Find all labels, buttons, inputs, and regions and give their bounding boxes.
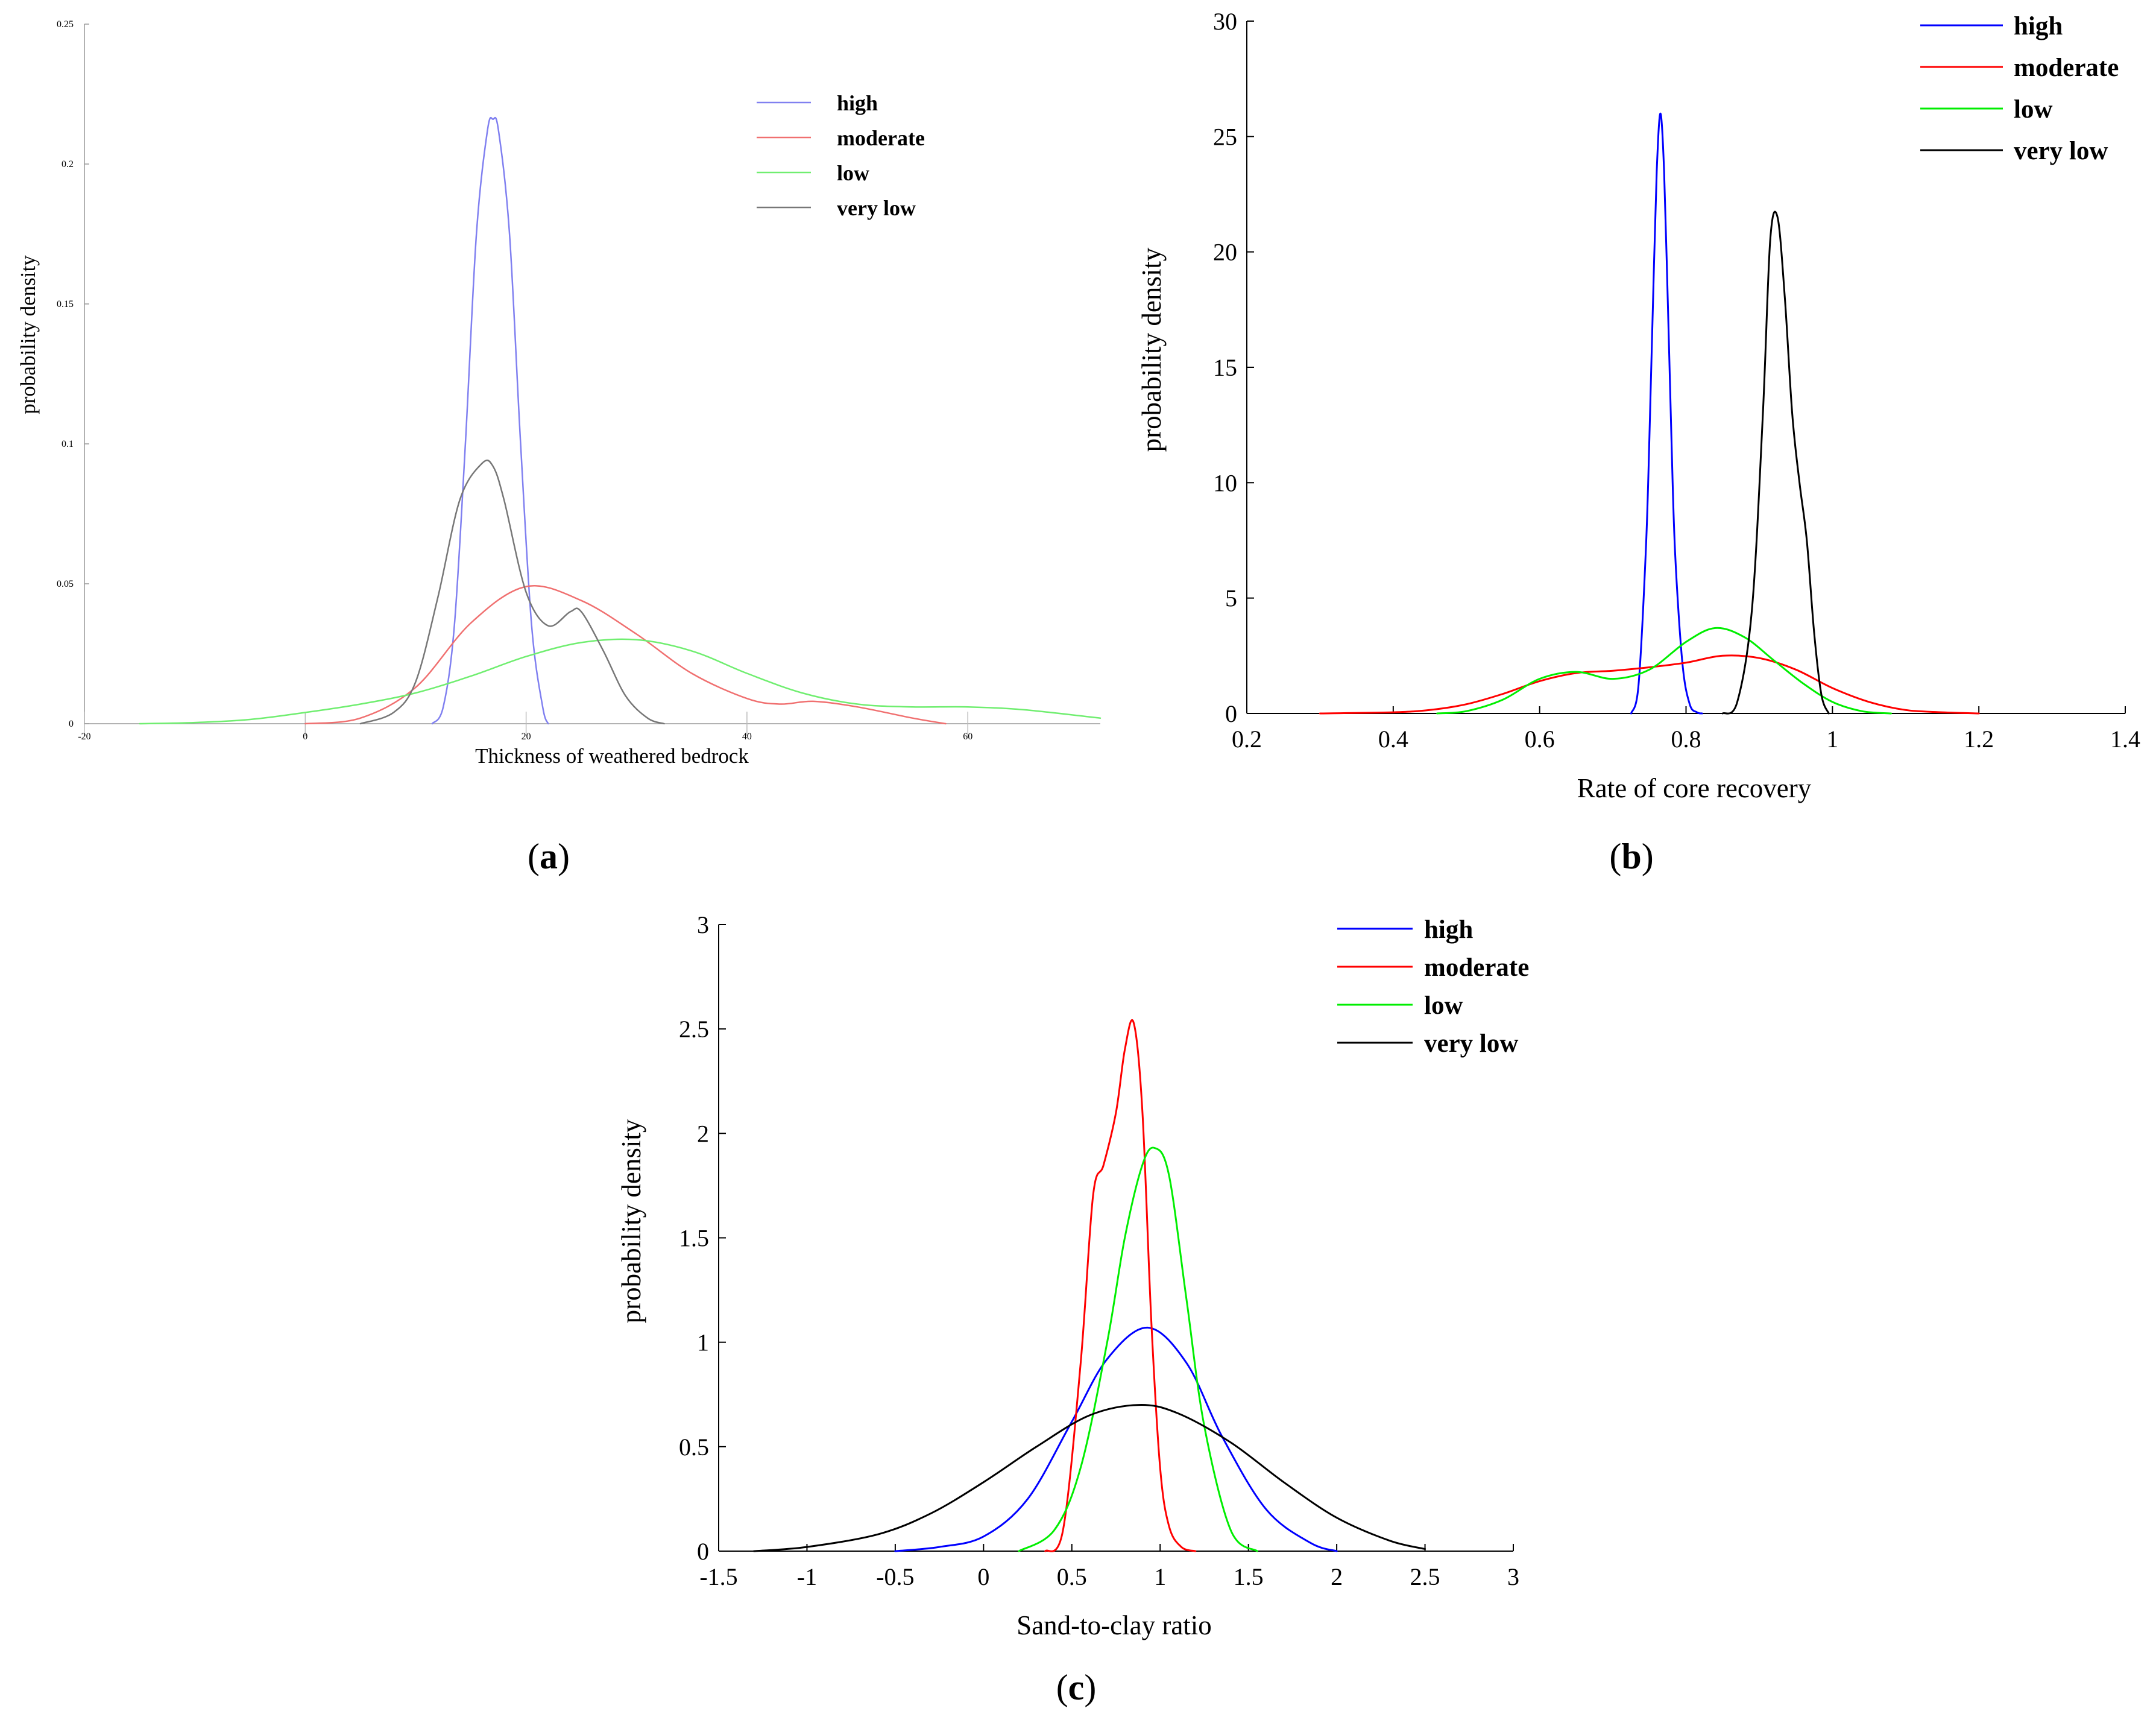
panel-label: (a) bbox=[528, 836, 570, 876]
panel-label-letter: b bbox=[1621, 836, 1641, 876]
x-tick-label: 1 bbox=[1154, 1563, 1166, 1590]
x-tick-label: 1.4 bbox=[2110, 726, 2140, 753]
legend-label: very low bbox=[1424, 1029, 1518, 1058]
x-tick-label: 1.2 bbox=[1964, 726, 1994, 753]
y-tick-label: 5 bbox=[1225, 585, 1237, 612]
y-tick-label: 30 bbox=[1213, 8, 1237, 35]
legend-label: low bbox=[1424, 991, 1463, 1020]
series-line-very-low bbox=[753, 1404, 1426, 1552]
panel-label: (c) bbox=[1056, 1668, 1097, 1707]
x-tick-label: 0 bbox=[977, 1563, 989, 1590]
x-axis-label: Sand-to-clay ratio bbox=[1017, 1610, 1212, 1640]
y-tick-label: 0.5 bbox=[679, 1434, 709, 1461]
y-tick-label: 0 bbox=[697, 1538, 709, 1565]
x-tick-label: 2.5 bbox=[1410, 1563, 1440, 1590]
panel-label-open: ( bbox=[528, 836, 540, 876]
y-tick-label: 15 bbox=[1213, 354, 1237, 381]
y-tick-label: 0.25 bbox=[57, 19, 74, 30]
x-tick-label: 0.5 bbox=[1057, 1563, 1087, 1590]
panel-label-letter: c bbox=[1068, 1668, 1085, 1707]
y-tick-label: 25 bbox=[1213, 123, 1237, 150]
series-line-high bbox=[894, 1326, 1338, 1552]
series-line-high bbox=[431, 116, 549, 725]
y-axis-label: probability density bbox=[1136, 247, 1167, 452]
y-tick-label: 1 bbox=[697, 1329, 709, 1356]
y-tick-label: 0.15 bbox=[57, 299, 74, 309]
y-tick-label: 10 bbox=[1213, 469, 1237, 496]
panel-label-close: ) bbox=[1084, 1668, 1096, 1707]
x-tick-label: 0.6 bbox=[1525, 726, 1555, 753]
legend-label: moderate bbox=[2014, 54, 2119, 82]
x-tick-label: 2 bbox=[1331, 1563, 1343, 1590]
panel-c: -1.5 -1 -0.5 0 0.5 1 1.5 2 2.5 3 0 0.5 1 1.5 2 2.5 3 Sand… bbox=[616, 911, 1529, 1707]
x-tick-label: -20 bbox=[78, 732, 90, 742]
x-tick-label: 1.5 bbox=[1234, 1563, 1264, 1590]
series-line-moderate bbox=[1044, 1019, 1197, 1552]
legend-label: high bbox=[1424, 915, 1473, 944]
panel-label-close: ) bbox=[558, 836, 570, 876]
x-tick-label: 1 bbox=[1826, 726, 1838, 753]
series-line-moderate bbox=[1319, 654, 1980, 715]
x-tick-label: -0.5 bbox=[876, 1563, 914, 1590]
x-tick-label: 0.4 bbox=[1378, 726, 1408, 753]
y-axis-label: probability density bbox=[16, 255, 40, 414]
x-tick-label: 20 bbox=[522, 732, 531, 742]
x-tick-label: -1.5 bbox=[699, 1563, 737, 1590]
y-tick-label: 20 bbox=[1213, 239, 1237, 266]
x-tick-label: 40 bbox=[742, 732, 752, 742]
legend-label: high bbox=[2014, 12, 2063, 40]
legend-label: moderate bbox=[837, 126, 925, 150]
panel-b: 0.2 0.4 0.6 0.8 1 1.2 1.4 0 5 10 15 20 25 30 Rate of c… bbox=[1136, 8, 2140, 876]
panel-label-open: ( bbox=[1056, 1668, 1068, 1707]
legend-label: low bbox=[837, 161, 869, 185]
x-tick-label: 3 bbox=[1507, 1563, 1519, 1590]
y-tick-label: 0.1 bbox=[61, 439, 74, 449]
y-axis-label: probability density bbox=[616, 1119, 646, 1323]
x-axis-label: Thickness of weathered bedrock bbox=[475, 744, 749, 768]
legend-label: low bbox=[2014, 95, 2053, 124]
legend-label: high bbox=[837, 91, 878, 115]
x-tick-label: 0 bbox=[303, 732, 307, 742]
series-line-moderate bbox=[304, 585, 947, 725]
legend-label: moderate bbox=[1424, 953, 1529, 982]
panel-label-letter: a bbox=[540, 836, 558, 876]
x-tick-label: 60 bbox=[963, 732, 972, 742]
y-tick-label: 2.5 bbox=[679, 1016, 709, 1043]
y-tick-label: 1.5 bbox=[679, 1225, 709, 1252]
panel-label-open: ( bbox=[1609, 836, 1621, 876]
y-tick-label: 0.2 bbox=[61, 159, 74, 169]
y-tick-label: 2 bbox=[697, 1120, 709, 1147]
panel-label: (b) bbox=[1609, 836, 1653, 876]
series-line-very-low bbox=[1721, 210, 1830, 715]
y-tick-label: 0 bbox=[69, 719, 74, 729]
y-tick-label: 0 bbox=[1225, 700, 1237, 727]
x-tick-label: -1 bbox=[797, 1563, 817, 1590]
series-line-low bbox=[1018, 1146, 1258, 1552]
legend-label: very low bbox=[837, 196, 916, 220]
x-axis-label: Rate of core recovery bbox=[1577, 773, 1812, 803]
panel-label-close: ) bbox=[1642, 836, 1654, 876]
series-line-very-low bbox=[359, 459, 665, 725]
series-line-low bbox=[139, 638, 1102, 725]
panel-a: -20 0 20 40 60 0 0.05 0.1 0.15 0.2 0.25 Thickness o… bbox=[16, 19, 1102, 876]
x-tick-label: 0.8 bbox=[1671, 726, 1701, 753]
legend-label: very low bbox=[2014, 137, 2108, 165]
series-line-high bbox=[1630, 112, 1703, 715]
y-tick-label: 0.05 bbox=[57, 579, 74, 589]
y-tick-label: 3 bbox=[697, 911, 709, 938]
x-tick-label: 0.2 bbox=[1232, 726, 1262, 753]
